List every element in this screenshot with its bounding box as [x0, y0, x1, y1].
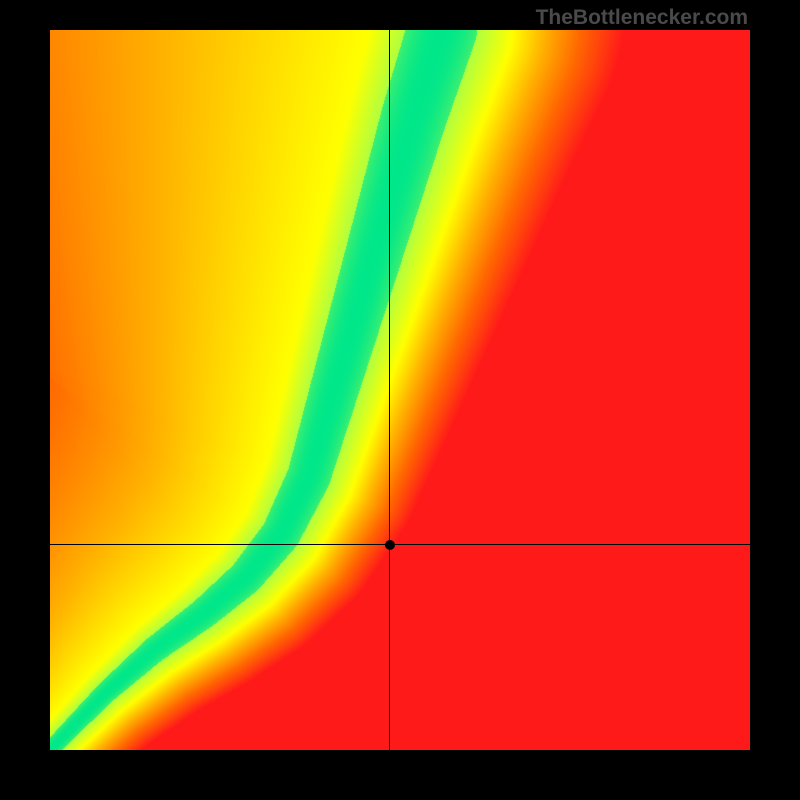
- heatmap-canvas: [50, 30, 750, 750]
- crosshair-horizontal: [50, 544, 750, 545]
- heatmap-plot: [50, 30, 750, 750]
- crosshair-dot: [385, 540, 395, 550]
- watermark-text: TheBottlenecker.com: [536, 6, 748, 30]
- crosshair-vertical: [389, 30, 390, 750]
